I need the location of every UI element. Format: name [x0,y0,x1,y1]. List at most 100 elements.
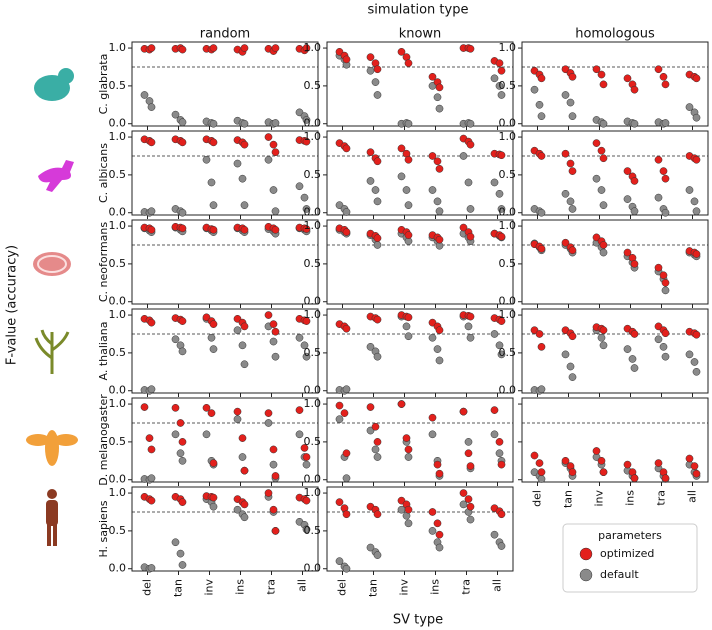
point [597,186,606,194]
point [404,231,413,239]
point [264,409,273,417]
point [264,311,273,319]
panel-frame [131,308,319,394]
point [402,186,411,194]
x-tick-label: all [491,579,504,592]
point [207,333,216,342]
point [692,367,701,376]
point [537,74,546,83]
point [530,451,539,460]
panel-frame [326,486,514,572]
point [402,434,411,442]
point [464,438,473,446]
point [685,103,694,111]
point [428,152,437,160]
x-tick-label: all [686,490,699,503]
point [466,333,475,342]
point [269,337,278,346]
point [178,45,187,54]
point [466,205,475,213]
point [302,352,311,361]
point [599,326,608,335]
point [466,119,475,128]
point [495,438,504,446]
point [366,177,375,185]
point [233,326,242,335]
y-tick-label: 0.5 [109,168,127,181]
x-tick-label: del [336,579,349,596]
point [561,149,570,158]
point [435,83,444,92]
point [623,345,632,353]
point [495,341,504,350]
x-tick-label: inv [593,490,606,507]
point [566,98,575,107]
point [661,286,670,295]
point [466,312,475,321]
y-tick-label: 0.0 [109,562,127,575]
point [654,263,663,272]
point [630,364,639,372]
point [302,460,311,469]
point [209,459,218,467]
point [178,118,187,127]
point [692,250,701,258]
point [176,449,185,458]
point [178,347,187,356]
y-tick-label: 1.0 [499,308,517,321]
point [659,167,668,175]
point [335,401,344,410]
point [661,80,670,89]
point [428,527,437,535]
point [466,140,475,149]
legend-marker [579,547,593,561]
y-tick-label: 0.5 [499,346,517,359]
point [240,322,249,331]
y-tick-label: 1.0 [109,308,127,321]
point [233,415,242,424]
point [271,352,280,361]
point [661,174,670,183]
point [295,430,304,439]
y-tick-label: 1.0 [109,397,127,410]
point [428,186,437,194]
point [269,445,278,454]
point [497,542,506,550]
point [340,409,349,417]
point [466,515,475,524]
point [147,318,156,327]
point [497,205,506,213]
point [433,157,442,166]
x-tick-label: del [531,490,544,507]
column-title: known [399,27,442,42]
point [568,167,577,175]
point [495,82,504,90]
y-tick-label: 0.0 [304,295,322,308]
point [366,543,375,552]
point [302,116,311,124]
point [402,322,411,331]
point [271,327,280,336]
point [202,430,211,439]
point [238,341,247,350]
y-tick-label: 0.0 [499,295,517,308]
y-tick-label: 0.0 [109,117,127,130]
y-tick-label: 1.0 [304,41,322,54]
point [561,238,570,247]
point [537,468,546,477]
point [535,459,544,467]
y-tick-label: 0.5 [304,346,322,359]
point [140,403,149,411]
point [599,119,608,128]
point [264,489,273,497]
point [661,474,670,483]
point [209,225,218,234]
point [497,91,506,99]
point [568,72,577,81]
y-tick-label: 0.0 [304,117,322,130]
point [240,500,249,509]
point [497,232,506,241]
point [466,232,475,241]
point [597,456,606,465]
point [435,469,444,478]
